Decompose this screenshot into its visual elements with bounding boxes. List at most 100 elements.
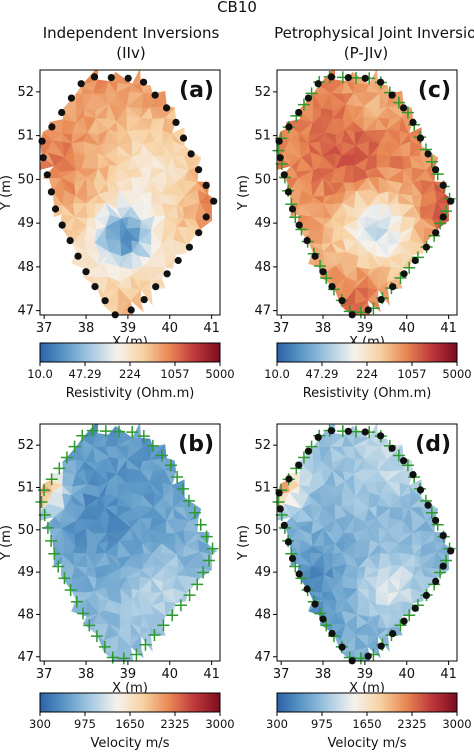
electrode-marker bbox=[195, 166, 203, 174]
y-axis-label: Y (m) bbox=[0, 175, 14, 211]
panel-label: (a) bbox=[179, 78, 214, 103]
geophone-marker bbox=[52, 560, 65, 573]
x-tick-label: 39 bbox=[357, 321, 374, 336]
y-tick-label: 47 bbox=[17, 650, 34, 665]
geophone-marker bbox=[188, 506, 201, 519]
electrode-marker bbox=[424, 150, 432, 158]
geophone-marker bbox=[70, 595, 83, 608]
electrode-marker bbox=[91, 283, 99, 291]
electrode-marker bbox=[388, 91, 396, 99]
electrode-marker bbox=[124, 74, 132, 82]
electrode-marker bbox=[338, 297, 346, 305]
model-mesh bbox=[277, 424, 455, 661]
electrode-marker bbox=[185, 243, 193, 251]
electrode-marker bbox=[432, 166, 440, 174]
colorbar-tick-label: 3000 bbox=[442, 717, 471, 731]
panel-b: 37 38 39 40 41 47 48 49 50 51 52 X (m) Y (m) (b) 300 97… bbox=[0, 423, 235, 751]
geophone-marker bbox=[48, 547, 61, 560]
geophone-marker bbox=[320, 272, 333, 285]
electrode-marker bbox=[377, 642, 385, 650]
geophone-marker bbox=[86, 424, 99, 437]
electrode-marker bbox=[409, 471, 417, 479]
geophone-marker bbox=[76, 429, 89, 442]
geophone-marker bbox=[403, 261, 416, 274]
axes-frame bbox=[276, 423, 458, 662]
geophone-marker bbox=[200, 530, 213, 543]
x-tick-label: 38 bbox=[315, 321, 332, 336]
colorbar-label: Resistivity (Ohm.m) bbox=[303, 386, 432, 401]
y-tick-label: 51 bbox=[254, 129, 271, 144]
electrode-marker bbox=[439, 181, 447, 189]
geophone-marker bbox=[425, 506, 438, 519]
y-tick-label: 52 bbox=[17, 85, 34, 100]
geophone-marker bbox=[177, 482, 190, 495]
electrode-marker bbox=[152, 283, 160, 291]
electrode-marker bbox=[328, 629, 336, 638]
electrode-marker bbox=[295, 221, 303, 229]
colorbar-gradient bbox=[276, 342, 458, 363]
electrode-marker bbox=[411, 604, 419, 612]
colorbar-tick-label: 47.29 bbox=[69, 367, 102, 381]
geophone-marker bbox=[53, 462, 66, 475]
colorbar-label: Velocity m/s bbox=[328, 736, 407, 751]
figure-title: CB10 bbox=[217, 0, 257, 16]
geophone-marker bbox=[148, 628, 161, 641]
colorbar-tick-label: 1057 bbox=[397, 367, 426, 381]
y-axis-label: Y (m) bbox=[236, 175, 251, 211]
colorbar-tick-label: 3000 bbox=[205, 717, 234, 731]
electrode-marker bbox=[285, 475, 293, 483]
electrode-marker bbox=[439, 213, 447, 221]
electrode-marker bbox=[295, 108, 303, 117]
y-tick-label: 49 bbox=[17, 216, 34, 231]
geophone-marker bbox=[98, 640, 111, 653]
colorbar-tick-label: 2325 bbox=[160, 717, 189, 731]
electrode-marker bbox=[328, 283, 336, 291]
y-tick-label: 50 bbox=[17, 523, 34, 538]
electrode-marker bbox=[327, 73, 336, 81]
colorbar: 300 975 1650 2325 3000 Velocity m/s bbox=[266, 692, 472, 751]
electrode-marker bbox=[422, 591, 430, 600]
colorbar-gradient bbox=[276, 692, 458, 713]
colorbar: 300 975 1650 2325 3000 Velocity m/s bbox=[29, 692, 235, 751]
colorbar-gradient bbox=[39, 692, 221, 713]
x-tick-label: 38 bbox=[78, 667, 95, 682]
electrode-marker bbox=[416, 134, 425, 142]
electrode-marker bbox=[77, 80, 85, 88]
geophone-marker bbox=[45, 534, 58, 547]
geophone-marker bbox=[68, 440, 81, 453]
electrode-marker bbox=[90, 73, 99, 81]
colorbar-tick-label: 5000 bbox=[205, 367, 234, 381]
axes-frame bbox=[39, 69, 221, 316]
electrode-marker bbox=[400, 457, 408, 465]
colorbar-tick-label: 2325 bbox=[397, 717, 426, 731]
y-tick-label: 50 bbox=[17, 172, 34, 187]
electrode-marker bbox=[400, 617, 408, 625]
electrode-marker bbox=[140, 78, 148, 86]
geophone-marker bbox=[401, 459, 414, 472]
y-tick-label: 52 bbox=[254, 85, 271, 100]
y-tick-label: 49 bbox=[254, 216, 271, 231]
geophone-marker bbox=[297, 98, 310, 111]
column-subtitle-left: (IIv) bbox=[116, 44, 145, 62]
electrode-marker bbox=[74, 252, 82, 260]
electrode-marker bbox=[303, 237, 311, 245]
geophone-marker bbox=[45, 473, 58, 486]
electrode-marker bbox=[389, 283, 397, 291]
geophone-marker bbox=[182, 494, 195, 507]
column-subtitle-right: (P-JIv) bbox=[344, 44, 388, 62]
colorbar: 10.0 47.29 224 1057 5000 Resistivity (Ohm.m) bbox=[27, 342, 235, 401]
geophone-marker bbox=[164, 459, 177, 472]
electrode-marker bbox=[172, 118, 180, 126]
geophone-marker bbox=[113, 425, 126, 438]
electrode-marker bbox=[107, 74, 115, 82]
y-tick-label: 48 bbox=[17, 260, 34, 275]
electrode-marker bbox=[411, 256, 419, 265]
electrode-marker bbox=[82, 268, 90, 276]
electrode-marker bbox=[424, 501, 432, 509]
colorbar-tick-label: 10.0 bbox=[27, 367, 53, 381]
x-tick-label: 38 bbox=[78, 321, 95, 336]
electrode-marker bbox=[432, 229, 440, 237]
electrode-marker bbox=[311, 600, 319, 608]
